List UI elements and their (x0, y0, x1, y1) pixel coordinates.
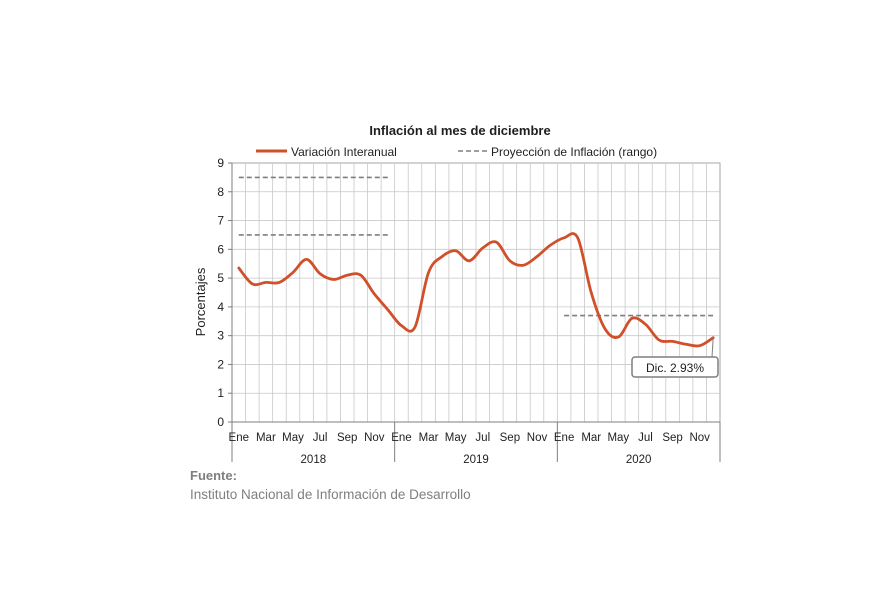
annotation-leader (711, 337, 714, 358)
x-tick-label: May (445, 432, 467, 444)
y-tick-label: 8 (217, 185, 224, 199)
y-tick-label: 5 (217, 271, 224, 285)
legend-label-series: Variación Interanual (291, 145, 397, 159)
x-tick-label: Jul (313, 432, 328, 444)
series-group (237, 232, 715, 348)
x-tick-label: Nov (364, 432, 385, 444)
y-tick-label: 9 (217, 156, 224, 170)
projection-lines (238, 176, 714, 317)
x-tick-label: Mar (581, 432, 601, 444)
legend-label-projection: Proyección de Inflación (rango) (491, 145, 657, 159)
x-tick-label: Jul (638, 432, 653, 444)
y-tick-label: 4 (217, 300, 224, 314)
x-tick-label: May (607, 432, 629, 444)
x-tick-label: Ene (554, 432, 574, 444)
year-label: 2020 (626, 454, 652, 466)
y-tick-label: 0 (217, 415, 224, 429)
legend: Variación Interanual Proyección de Inflac… (256, 145, 657, 159)
x-tick-label: Jul (475, 432, 490, 444)
annotation-box (631, 356, 719, 378)
source-label: Fuente: (190, 468, 237, 483)
y-tick-label: 2 (217, 357, 224, 371)
x-tick-label: Mar (419, 432, 439, 444)
annotation-label: Dic. 2.93% (646, 361, 704, 375)
series-line-variacion-interanual (237, 232, 715, 348)
y-tick-label: 1 (217, 386, 224, 400)
x-tick-label: Ene (229, 432, 249, 444)
y-tick-label: 6 (217, 242, 224, 256)
x-tick-label: Mar (256, 432, 276, 444)
x-tick-label: May (282, 432, 304, 444)
y-tick-label: 3 (217, 329, 224, 343)
x-tick-label: Ene (391, 432, 411, 444)
y-axis: 0 1 2 3 4 5 6 7 8 9 (217, 156, 233, 429)
y-tick-label: 7 (217, 214, 224, 228)
year-label: 2019 (463, 454, 489, 466)
source-text: Instituto Nacional de Información de Des… (190, 487, 471, 502)
x-tick-label: Nov (689, 432, 710, 444)
x-tick-label: Sep (662, 432, 682, 444)
x-tick-label: Sep (337, 432, 357, 444)
year-label: 2018 (301, 454, 327, 466)
x-tick-label: Nov (527, 432, 548, 444)
grid (231, 162, 721, 423)
x-axis: Ene Mar May Jul Sep Nov 2018 Ene Mar May Jul Sep Nov… (229, 421, 721, 466)
y-axis-label: Porcentajes (193, 267, 208, 336)
chart-title: Inflación al mes de diciembre (369, 123, 550, 138)
x-tick-label: Sep (500, 432, 520, 444)
annotation-group: Dic. 2.93% (631, 337, 719, 378)
